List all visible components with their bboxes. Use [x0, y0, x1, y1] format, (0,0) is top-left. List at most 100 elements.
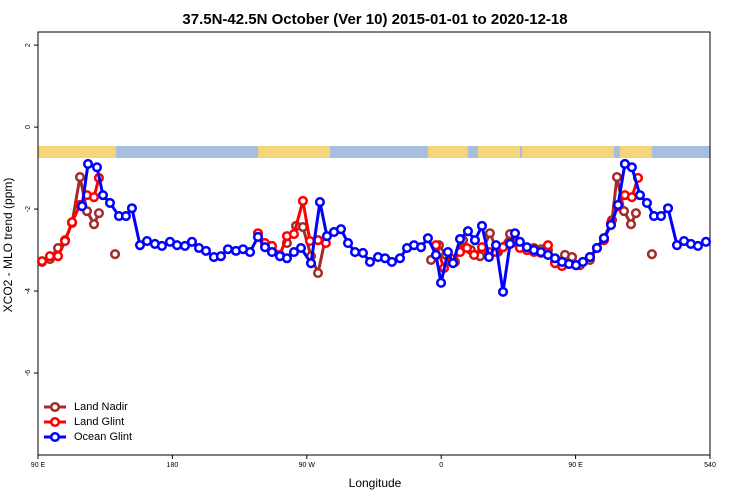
point [349, 247, 361, 258]
point [386, 256, 397, 267]
point [266, 247, 278, 258]
legend-label: Land Nadir [74, 401, 128, 413]
point [646, 249, 657, 260]
point [281, 253, 292, 264]
point [611, 172, 623, 183]
legend-marker [49, 416, 61, 428]
point [97, 190, 109, 201]
point [430, 249, 442, 261]
point [641, 197, 653, 208]
point [321, 231, 333, 242]
point [74, 172, 86, 183]
point [483, 251, 495, 263]
point [671, 240, 683, 251]
point [422, 233, 433, 244]
chart-title: 37.5N-42.5N October (Ver 10) 2015-01-01 … [182, 11, 567, 28]
map-strip [38, 146, 710, 158]
point [186, 236, 198, 247]
point [297, 195, 308, 206]
point [295, 242, 307, 254]
y-tick-label: -2 [25, 206, 32, 212]
point [179, 240, 190, 252]
legend-marker [49, 401, 61, 413]
point [82, 158, 94, 170]
point [91, 162, 103, 173]
point [454, 233, 466, 245]
point [584, 251, 595, 263]
point [469, 235, 480, 246]
x-tick-label: 180 [167, 462, 179, 469]
point [662, 203, 674, 214]
point [134, 240, 146, 251]
point [484, 228, 495, 239]
y-tick-label: -6 [25, 370, 32, 376]
point [88, 192, 100, 203]
point [357, 247, 368, 258]
point [591, 242, 603, 254]
point [77, 201, 88, 212]
point [110, 249, 121, 260]
x-tick-label: 0 [439, 462, 443, 469]
point [44, 251, 55, 262]
point [222, 244, 234, 255]
point [245, 247, 256, 258]
point [436, 277, 447, 288]
point [342, 238, 354, 249]
point [509, 228, 521, 239]
x-axis-label: Longitude [349, 476, 402, 490]
point [598, 233, 610, 244]
point [52, 251, 64, 262]
x-tick-label: 90 E [568, 462, 583, 469]
point [442, 247, 453, 258]
point [305, 258, 317, 269]
point [700, 236, 712, 247]
point [415, 242, 427, 253]
point [59, 235, 71, 247]
point [156, 240, 167, 252]
point [335, 224, 347, 235]
point [618, 206, 630, 217]
point [542, 240, 554, 251]
y-tick-label: 2 [25, 43, 32, 47]
point [252, 231, 264, 242]
point [171, 240, 183, 251]
point [36, 256, 48, 267]
point [312, 267, 324, 279]
point [200, 245, 212, 256]
point [462, 226, 473, 237]
y-axis-label: XCO2 - MLO trend (ppm) [1, 178, 15, 313]
point [126, 203, 137, 214]
point [497, 286, 509, 297]
y-tick-label: 0 [25, 125, 32, 129]
point [630, 208, 641, 219]
point [141, 235, 153, 247]
point [364, 256, 376, 267]
x-tick-label: 90 E [31, 462, 46, 469]
point [655, 210, 667, 222]
point [259, 242, 271, 253]
legend-marker [49, 431, 61, 443]
legend-label: Land Glint [74, 416, 124, 428]
point [476, 220, 488, 231]
point [577, 256, 588, 267]
point [626, 192, 637, 203]
point [314, 197, 325, 208]
point [504, 238, 516, 249]
legend-label: Ocean Glint [74, 431, 132, 443]
y-tick-label: -4 [25, 288, 32, 294]
point [394, 253, 406, 264]
x-tick-label: 90 W [299, 462, 316, 469]
point [88, 219, 100, 230]
point [104, 197, 116, 208]
point [514, 236, 525, 247]
point [215, 251, 226, 262]
point [461, 242, 473, 254]
point [612, 199, 624, 211]
x-tick-label: 540 [704, 462, 716, 469]
point [605, 220, 617, 231]
point [626, 162, 637, 173]
point [625, 219, 637, 230]
point [490, 240, 502, 251]
point [120, 210, 132, 222]
